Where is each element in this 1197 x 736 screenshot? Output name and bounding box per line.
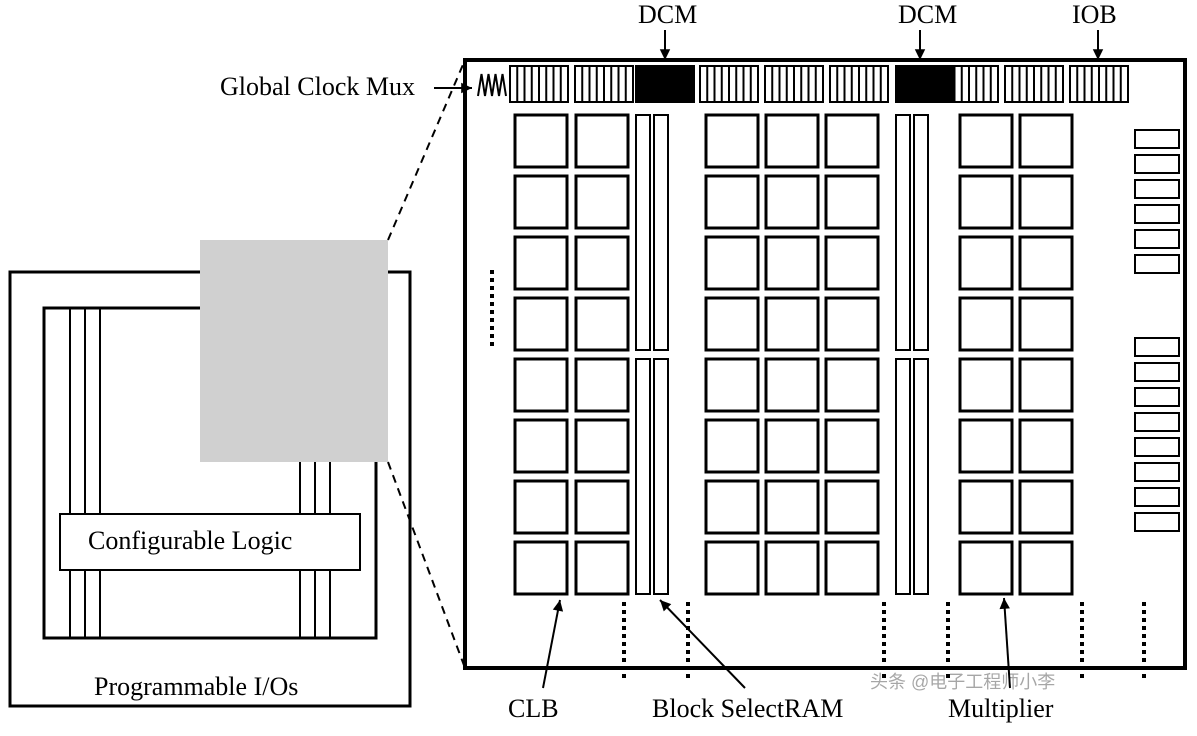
label-mult: Multiplier xyxy=(948,694,1053,724)
label-prog-io: Programmable I/Os xyxy=(94,672,298,702)
label-dcm1: DCM xyxy=(638,0,697,30)
fpga-diagram xyxy=(0,0,1197,736)
label-gcm: Global Clock Mux xyxy=(220,72,415,102)
label-conf-logic: Configurable Logic xyxy=(82,526,298,556)
label-iob: IOB xyxy=(1072,0,1117,30)
label-bram: Block SelectRAM xyxy=(652,694,843,724)
watermark: 头条 @电子工程师小李 xyxy=(870,668,1055,694)
label-dcm2: DCM xyxy=(898,0,957,30)
label-clb: CLB xyxy=(508,694,559,724)
